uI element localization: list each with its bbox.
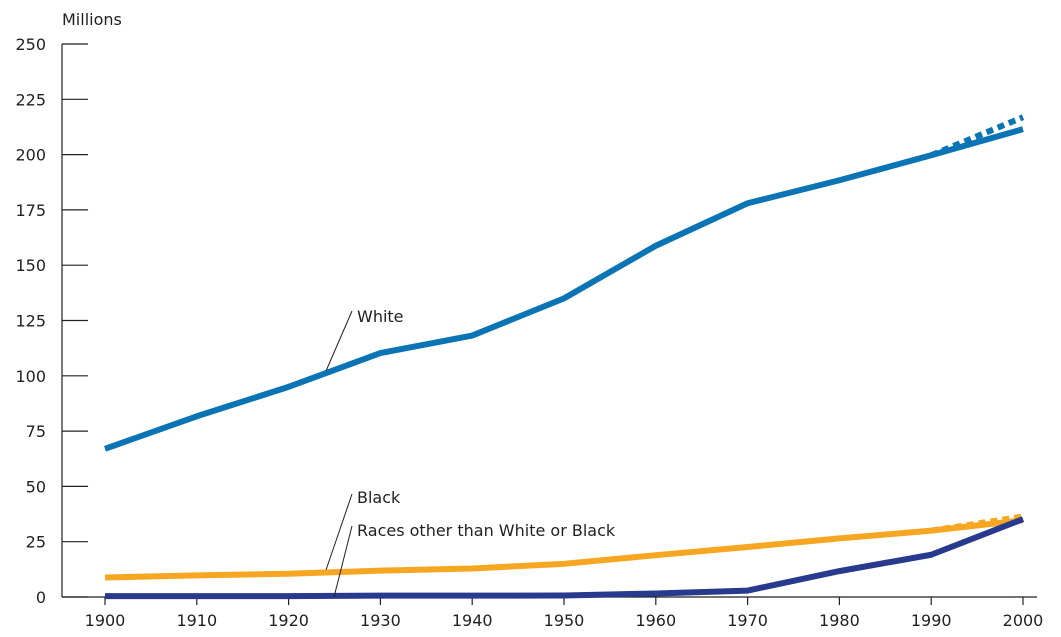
x-axis: 1900 1910 1920 1930 1940 1950 1960 1970 1980 1990… [62, 596, 1044, 630]
x-tick-label: 1910 [176, 611, 217, 630]
annotation-layer: White Black Races other than White or Blac… [325, 307, 616, 598]
series-label: Black [357, 488, 401, 507]
y-tick-label: 50 [26, 477, 46, 496]
y-tick-label: 100 [15, 367, 46, 386]
series-label-leader [325, 310, 353, 372]
x-tick-label: 2000 [1003, 611, 1044, 630]
x-tick-label: 1940 [452, 611, 493, 630]
y-tick-label: 25 [26, 533, 46, 552]
x-tick-label: 1950 [544, 611, 585, 630]
series-line-1 [104, 517, 1024, 581]
y-tick-label: 125 [15, 312, 46, 331]
y-tick-label: 0 [36, 588, 46, 607]
series-line-2 [105, 516, 1025, 600]
series-label-leader [325, 493, 353, 571]
x-tick-label: 1960 [635, 611, 676, 630]
y-tick-label: 75 [26, 422, 46, 441]
series-label: Races other than White or Black [357, 521, 616, 540]
x-tick-label: 1900 [85, 611, 126, 630]
x-tick-label: 1920 [268, 611, 309, 630]
x-tick-label: 1970 [727, 611, 768, 630]
y-tick-label: 250 [15, 35, 46, 54]
y-axis-unit-label: Millions [62, 10, 122, 29]
series-layer [103, 114, 1025, 600]
series-line-0 [103, 126, 1024, 452]
series-label: White [357, 307, 404, 326]
y-tick-label: 225 [15, 90, 46, 109]
x-tick-label: 1930 [360, 611, 401, 630]
series-label-leader [333, 525, 353, 598]
y-tick-label: 150 [15, 256, 46, 275]
x-tick-label: 1990 [911, 611, 952, 630]
y-tick-label: 200 [15, 146, 46, 165]
y-tick-label: 175 [15, 201, 46, 220]
series-alt-line-0 [930, 114, 1025, 159]
series-alt-line-1 [930, 513, 1024, 534]
x-tick-label: 1980 [819, 611, 860, 630]
y-axis: 0 25 50 75 100 125 150 175 200 225 250 [15, 35, 88, 607]
